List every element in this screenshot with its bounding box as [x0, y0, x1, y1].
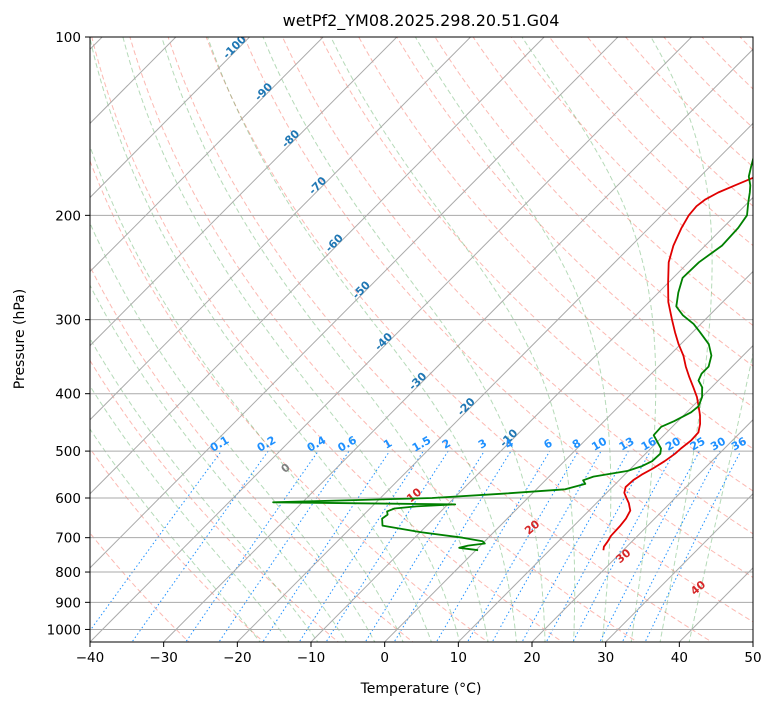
- isotherm-line: [90, 37, 619, 569]
- mixing-ratio-line: [545, 450, 651, 642]
- mixing-ratio-line: [572, 450, 676, 642]
- mixing-ratio-line: [298, 450, 424, 642]
- mixing-ratio-line: [262, 450, 391, 642]
- x-tick-label: −10: [297, 650, 326, 666]
- mixing-ratio-line: [435, 450, 551, 642]
- dry-adiabat-line: [434, 37, 753, 367]
- x-axis-label: Temperature (°C): [360, 681, 482, 697]
- chart-title: wetPf2_YM08.2025.298.20.51.G04: [283, 11, 560, 31]
- x-tick-label: 0: [380, 650, 389, 666]
- isotherm-line: [90, 37, 398, 347]
- y-tick-label: 800: [55, 565, 81, 581]
- plot-frame: [89, 36, 754, 643]
- isotherm-line: [90, 37, 472, 421]
- sounding-series: [272, 156, 753, 552]
- axis-ticks: −40 −30 −20 −10 0 10 20 30 40 50 100 200 300 400 500 60…: [47, 30, 762, 666]
- y-tick-label: 700: [55, 531, 81, 547]
- isotherm-line: [310, 196, 753, 642]
- y-tick-label: 200: [55, 208, 81, 224]
- moist-adiabat-line: [90, 428, 261, 642]
- x-tick-label: −20: [223, 650, 252, 666]
- mixing-ratio-lines: [90, 450, 742, 642]
- y-axis-label: Pressure (hPa): [12, 289, 28, 389]
- x-tick-label: 10: [450, 650, 467, 666]
- dry-adiabat-line: [167, 37, 713, 642]
- x-tick-label: −40: [76, 650, 105, 666]
- isotherm-line: [383, 270, 753, 642]
- dry-adiabat-line: [472, 37, 753, 327]
- plot-content: -100-90-80-70-60-50-40-30-20-100.1 0.2 0.4…: [90, 37, 753, 642]
- x-tick-label: 40: [671, 650, 688, 666]
- moist-adiabat-line: [90, 385, 290, 642]
- temperature-line: [602, 176, 753, 551]
- mixing-ratio-line: [218, 450, 350, 642]
- mixing-ratio-line: [466, 450, 579, 642]
- y-tick-label: 600: [55, 491, 81, 507]
- isotherms: [90, 37, 753, 642]
- mixing-ratio-line: [599, 450, 700, 642]
- isotherm-line: [90, 37, 324, 273]
- y-tick-label: 500: [55, 444, 81, 460]
- dry-adiabat-line: [90, 159, 489, 642]
- y-tick-label: 1000: [47, 622, 81, 638]
- isotherm-line: [604, 493, 753, 642]
- dry-adiabat-line: [358, 37, 753, 450]
- dry-adiabat-line: [281, 37, 753, 535]
- x-tick-label: 30: [597, 650, 614, 666]
- x-tick-label: 20: [523, 650, 540, 666]
- isotherm-line: [90, 37, 545, 495]
- mixing-ratio-line: [131, 450, 269, 642]
- isotherm-line: [531, 419, 753, 642]
- pressure-gridlines: [90, 37, 753, 630]
- mixing-ratio-line: [325, 450, 449, 642]
- x-tick-label: −30: [149, 650, 178, 666]
- mixing-ratio-line: [90, 450, 222, 632]
- isotherm-line: [236, 122, 753, 642]
- y-tick-label: 300: [55, 313, 81, 329]
- isotherm-line: [457, 344, 753, 642]
- mixing-ratio-line: [364, 450, 485, 642]
- mixing-ratio-line: [621, 450, 721, 642]
- isotherm-line: [162, 48, 753, 642]
- dewpoint-line: [272, 156, 753, 552]
- dry-adiabat-line: [243, 37, 753, 579]
- y-tick-label: 400: [55, 387, 81, 403]
- isotherm-line: [90, 37, 251, 199]
- moist-adiabat-line: [90, 37, 432, 642]
- y-tick-label: 900: [55, 595, 81, 611]
- mixing-ratio-line: [185, 450, 319, 642]
- mixing-ratio-line: [393, 450, 512, 642]
- isotherm-line: [90, 37, 693, 642]
- y-tick-label: 100: [55, 30, 81, 46]
- x-tick-label: 50: [744, 650, 761, 666]
- plot-area: [90, 37, 753, 642]
